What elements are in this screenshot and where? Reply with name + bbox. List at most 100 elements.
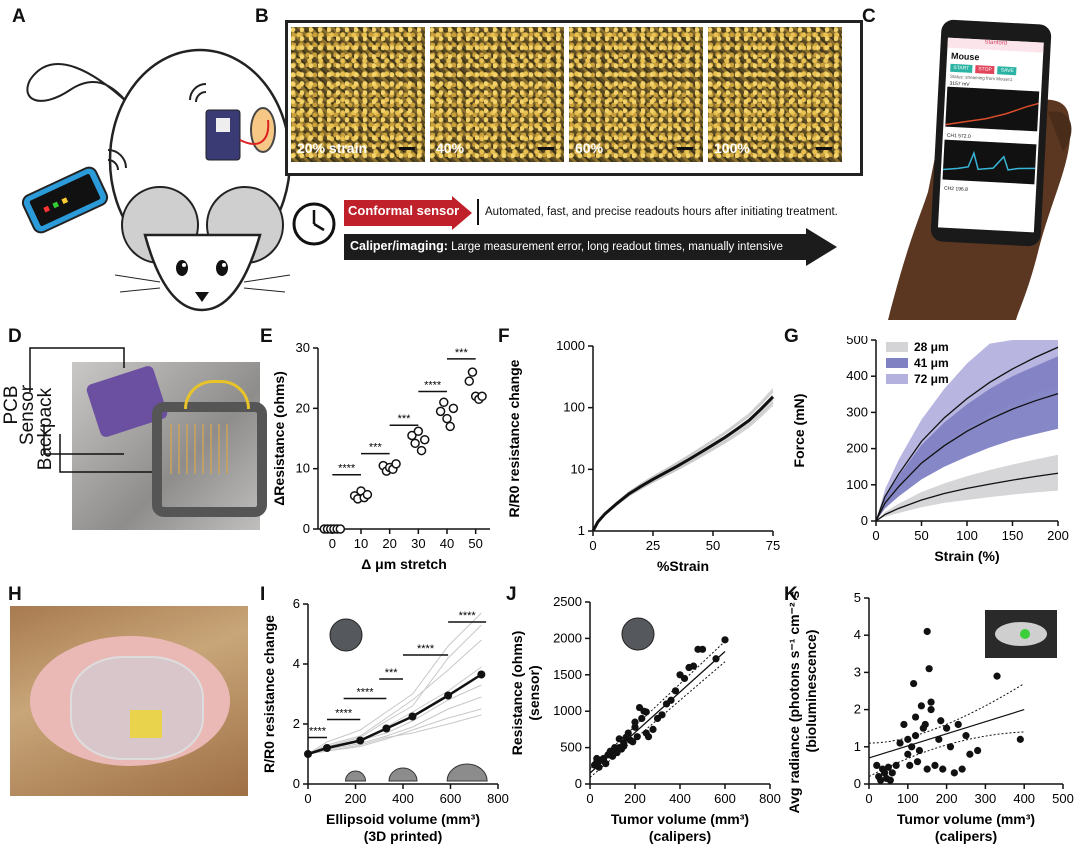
data-point <box>448 403 459 414</box>
data-point <box>410 438 420 449</box>
y-tick-label: 300 <box>846 404 868 419</box>
data-point <box>323 744 331 752</box>
y-tick-label: 4 <box>854 627 861 642</box>
chart-g: 0 50 100 150 200 0 100 200 300 400 500 Strain (%) Fo… <box>791 336 1069 564</box>
app-graph-2 <box>942 139 1037 185</box>
scale-bar <box>677 147 693 150</box>
x-tick-label: 0 <box>329 536 336 551</box>
panel-label-a: A <box>12 6 26 27</box>
individual-trace <box>307 612 482 755</box>
data-point <box>925 665 933 673</box>
y-tick-label: 0 <box>861 513 868 528</box>
y-tick-label: 400 <box>846 368 868 383</box>
ci-upper <box>589 640 726 770</box>
x-axis-subtitle: (3D printed) <box>364 828 443 844</box>
legend-label: 28 μm <box>914 340 949 354</box>
x-tick-label: 600 <box>714 791 736 806</box>
significance-label: **** <box>459 610 477 622</box>
data-point <box>950 769 958 777</box>
y-tick-label: 10 <box>571 461 585 476</box>
x-axis-subtitle: (calipers) <box>649 828 711 844</box>
y-tick-label: 500 <box>846 336 868 347</box>
data-point <box>649 725 657 733</box>
caliper-label: Caliper/imaging: <box>350 239 448 253</box>
y-tick-label: 500 <box>560 740 582 755</box>
save-button[interactable]: SAVE <box>997 66 1017 76</box>
stop-button[interactable]: STOP <box>975 65 995 75</box>
x-tick-label: 0 <box>304 791 311 806</box>
clock-icon <box>292 202 336 246</box>
x-tick-label: 0 <box>589 538 596 553</box>
sensor-arrow <box>344 196 472 230</box>
panel-label-f: F <box>498 326 510 347</box>
chart-f: 0 25 50 75 1 10 100 1000 %Strain R/R0 resistance … <box>506 338 780 574</box>
signal-spot <box>1020 629 1030 639</box>
data-point <box>908 743 916 751</box>
data-point <box>698 645 707 653</box>
x-axis-title: Δ μm stretch <box>361 556 447 572</box>
device-callout-lines <box>29 347 152 473</box>
x-tick-label: 25 <box>646 538 660 553</box>
ci-lower <box>868 731 1025 778</box>
y-tick-label: 2 <box>854 702 861 717</box>
chart-i: 0 200 400 600 800 0 2 4 6 Ellipsoid volume (mm³)(… <box>262 596 509 844</box>
app-reading-3: CH2 196.8 <box>943 185 969 193</box>
mouse-illustration <box>21 48 292 312</box>
panel-label-i: I <box>260 584 266 605</box>
panel-label-e: E <box>260 326 273 347</box>
panel-label-d: D <box>8 326 22 347</box>
y-tick-label: 2 <box>293 716 300 731</box>
mean-trace <box>307 673 483 756</box>
data-point <box>904 735 912 743</box>
y-axis-title: Force (mN) <box>791 394 807 468</box>
x-axis-title: %Strain <box>657 558 709 574</box>
data-point <box>644 733 653 741</box>
data-point <box>445 421 455 432</box>
backpack-device <box>70 656 204 760</box>
x-tick-label: 40 <box>440 536 454 551</box>
start-button[interactable]: START <box>950 63 973 73</box>
significance-label: **** <box>417 643 435 655</box>
y-tick-label: 4 <box>293 656 300 671</box>
data-point <box>304 750 312 758</box>
data-point <box>419 434 430 445</box>
x-tick-label: 0 <box>586 791 593 806</box>
panel-label-g: G <box>784 326 799 347</box>
data-point <box>896 739 904 747</box>
individual-trace <box>307 666 482 755</box>
y-tick-label: 3 <box>854 664 861 679</box>
data-point <box>464 376 475 386</box>
x-tick-label: 600 <box>440 791 462 806</box>
data-point <box>911 713 920 721</box>
x-tick-label: 50 <box>468 536 482 551</box>
data-point <box>658 711 666 719</box>
significance-label: **** <box>335 708 353 720</box>
x-tick-label: 200 <box>345 791 367 806</box>
x-tick-label: 200 <box>1047 528 1069 543</box>
y-tick-label: 1 <box>578 523 585 538</box>
y-axis-title: R/R0 resistance change <box>506 359 522 517</box>
data-point <box>624 729 632 737</box>
data-point <box>937 717 945 725</box>
data-point <box>931 761 939 769</box>
micrograph-20: 20% strain <box>291 27 425 162</box>
y-tick-label: 0 <box>854 776 861 791</box>
mean-curve <box>875 346 1059 522</box>
significance-label: *** <box>385 667 399 679</box>
y-axis-subtitle: (bioluminescence) <box>803 630 819 753</box>
y-tick-label: 20 <box>296 400 310 415</box>
data-point <box>880 769 889 777</box>
y-tick-label: 200 <box>846 441 868 456</box>
y-tick-label: 10 <box>296 461 310 476</box>
x-axis-title: Ellipsoid volume (mm³) <box>326 811 480 827</box>
data-point <box>407 430 417 441</box>
y-axis-title: Avg radiance (photons s⁻¹ cm⁻² sr⁻¹) <box>786 590 802 813</box>
data-point <box>923 765 931 773</box>
tag <box>130 710 162 738</box>
sensor-strip <box>170 424 230 474</box>
x-tick-label: 0 <box>872 528 879 543</box>
scale-bar <box>399 147 415 150</box>
ellipsoid-icon <box>344 770 367 782</box>
phone-screen: Stanford Mouse START STOP SAVE Status: s… <box>937 37 1044 233</box>
x-tick-label: 200 <box>936 791 958 806</box>
